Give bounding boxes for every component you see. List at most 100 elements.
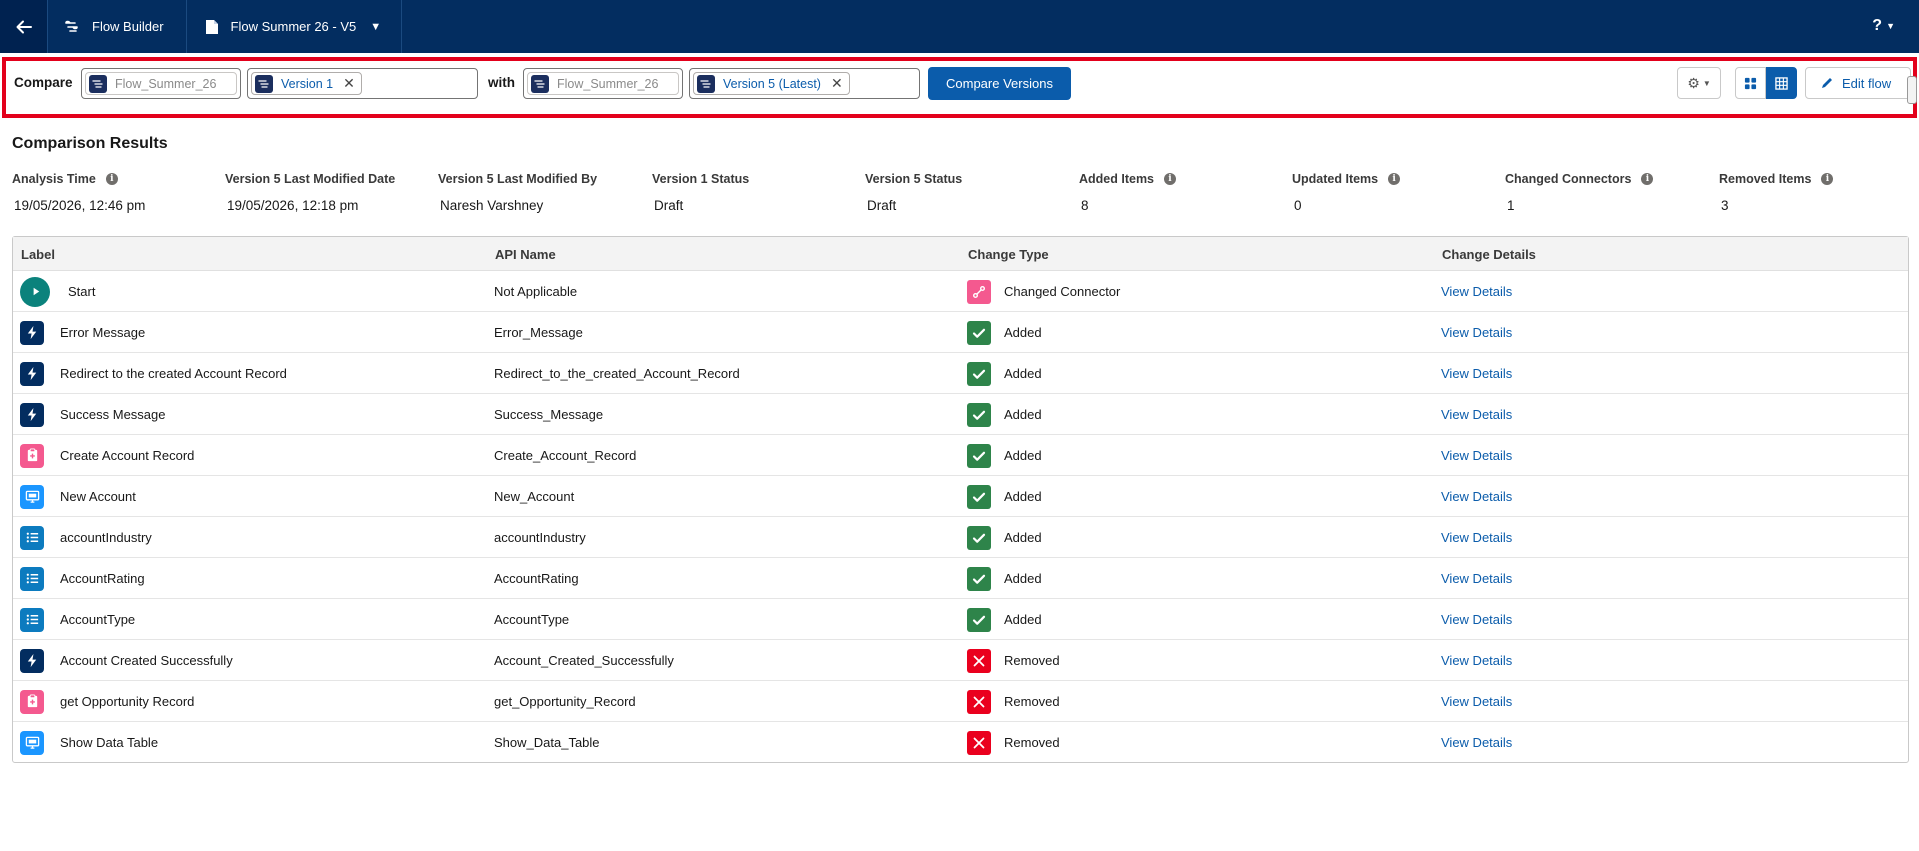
chevron-down-icon: ▼ [370, 20, 382, 33]
right-flow-field: Flow_Summer_26 [523, 68, 683, 99]
settings-menu-button[interactable]: ⚙ ▼ [1677, 67, 1721, 99]
stat-value: Draft [867, 198, 897, 213]
row-api-name: Show_Data_Table [494, 735, 600, 750]
back-arrow-icon [16, 20, 32, 33]
tile-view-button[interactable] [1735, 67, 1766, 99]
stat-label: Added Items i [1079, 172, 1177, 186]
help-menu[interactable]: ? ▼ [1872, 17, 1895, 35]
picklist-icon [20, 566, 44, 591]
stat-value: 3 [1721, 198, 1729, 213]
added-check-icon [967, 566, 991, 591]
cell-change-details: View Details [1441, 681, 1512, 722]
action-icon [20, 648, 44, 673]
cell-api-name: get_Opportunity_Record [494, 681, 636, 722]
stat-value: Draft [654, 198, 684, 213]
cell-label: AccountType [20, 599, 135, 640]
stat-item: Removed Items i 3 [1719, 172, 1834, 213]
compare-versions-button[interactable]: Compare Versions [928, 67, 1071, 100]
table-row: New Account New_Account Added View Details [13, 476, 1908, 517]
view-details-link[interactable]: View Details [1441, 489, 1513, 504]
info-icon[interactable]: i [105, 173, 118, 185]
cell-api-name: Create_Account_Record [494, 435, 636, 476]
view-details-link[interactable]: View Details [1441, 612, 1513, 627]
pencil-icon [1822, 78, 1832, 88]
view-details-link[interactable]: View Details [1441, 694, 1513, 709]
row-label: Create Account Record [60, 448, 195, 463]
right-version-field[interactable]: Version 5 (Latest) ✕ [689, 68, 920, 99]
column-header[interactable]: Label [21, 247, 55, 262]
back-button[interactable] [0, 0, 48, 53]
column-header[interactable]: Change Details [1442, 247, 1536, 262]
cell-api-name: AccountType [494, 599, 569, 640]
row-label: Account Created Successfully [60, 653, 233, 668]
picklist-icon [20, 607, 44, 632]
view-details-link[interactable]: View Details [1441, 407, 1513, 422]
start-icon [20, 276, 50, 307]
table-view-button[interactable] [1766, 67, 1797, 99]
left-version-pill[interactable]: Version 1 ✕ [251, 72, 362, 95]
stat-label: Version 5 Last Modified By [438, 172, 597, 186]
view-details-link[interactable]: View Details [1441, 735, 1513, 750]
table-row: get Opportunity Record get_Opportunity_Re… [13, 681, 1908, 722]
info-icon[interactable]: i [1164, 173, 1177, 185]
row-label: New Account [60, 489, 136, 504]
row-change-type: Added [1004, 530, 1042, 545]
flow-icon [531, 74, 549, 93]
stat-value: 19/05/2026, 12:18 pm [227, 198, 359, 213]
results-title: Comparison Results [12, 135, 168, 152]
edit-flow-button[interactable]: Edit flow [1805, 67, 1911, 99]
top-bar: Flow Builder Flow Summer 26 - V5 ▼ ? ▼ [0, 0, 1919, 53]
stat-label-text: Updated Items [1292, 172, 1379, 186]
flow-version-menu[interactable]: Flow Summer 26 - V5 ▼ [187, 0, 403, 53]
view-details-link[interactable]: View Details [1441, 366, 1513, 381]
stat-label: Updated Items i [1292, 172, 1401, 186]
remove-right-version-icon[interactable]: ✕ [830, 75, 843, 91]
flow-icon [697, 74, 715, 93]
stat-item: Updated Items i 0 [1292, 172, 1401, 213]
cell-label: Create Account Record [20, 435, 194, 476]
row-api-name: Redirect_to_the_created_Account_Record [494, 366, 740, 381]
view-details-link[interactable]: View Details [1441, 325, 1513, 340]
row-change-type: Added [1004, 448, 1042, 463]
added-check-icon [967, 361, 991, 386]
cell-change-details: View Details [1441, 353, 1512, 394]
info-icon[interactable]: i [1821, 173, 1834, 185]
right-version-label: Version 5 (Latest) [723, 76, 821, 91]
view-details-link[interactable]: View Details [1441, 448, 1513, 463]
cell-label: Redirect to the created Account Record [20, 353, 287, 394]
picklist-icon [20, 525, 44, 550]
gear-icon: ⚙ [1687, 74, 1700, 91]
stat-item: Added Items i 8 [1079, 172, 1177, 213]
view-details-link[interactable]: View Details [1441, 653, 1513, 668]
left-version-label: Version 1 [281, 76, 334, 91]
flow-icon [255, 74, 273, 93]
cell-change-details: View Details [1441, 517, 1512, 558]
cell-change-type: Removed [967, 681, 1060, 722]
row-change-type: Added [1004, 366, 1042, 381]
info-icon[interactable]: i [1388, 173, 1401, 185]
cell-change-type: Changed Connector [967, 271, 1120, 312]
tile-view-icon [1744, 77, 1757, 89]
action-icon [20, 402, 44, 427]
scrollbar[interactable] [1907, 76, 1917, 104]
info-icon[interactable]: i [1641, 173, 1654, 185]
left-flow-field: Flow_Summer_26 [81, 68, 241, 99]
stat-label-text: Version 1 Status [652, 172, 750, 186]
view-details-link[interactable]: View Details [1441, 571, 1513, 586]
compare-toolbar: Compare Flow_Summer_26 Version 1 ✕ with … [2, 57, 1917, 118]
view-details-link[interactable]: View Details [1441, 530, 1513, 545]
remove-left-version-icon[interactable]: ✕ [343, 75, 355, 91]
right-version-pill[interactable]: Version 5 (Latest) ✕ [693, 72, 850, 95]
cell-label: Success Message [20, 394, 166, 435]
column-header[interactable]: API Name [495, 247, 556, 262]
view-details-link[interactable]: View Details [1441, 284, 1513, 299]
stat-label: Version 5 Last Modified Date [225, 172, 395, 186]
left-version-field[interactable]: Version 1 ✕ [247, 68, 478, 99]
stat-label-text: Version 5 Last Modified By [438, 172, 598, 186]
cell-label: Show Data Table [20, 722, 158, 763]
cell-label: Account Created Successfully [20, 640, 233, 681]
stat-label-text: Removed Items [1719, 172, 1812, 186]
stat-label-text: Added Items [1079, 172, 1155, 186]
column-header[interactable]: Change Type [968, 247, 1049, 262]
cell-api-name: Account_Created_Successfully [494, 640, 674, 681]
